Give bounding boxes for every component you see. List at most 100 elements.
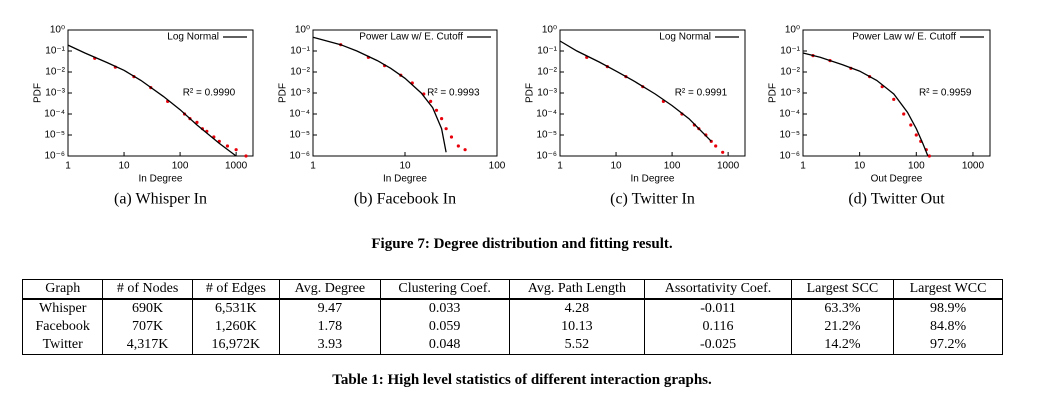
table-cell: 0.033	[379, 299, 510, 318]
data-point	[444, 127, 448, 131]
fit-line	[802, 52, 929, 157]
table-cell: 690K	[102, 299, 193, 318]
annotation: R² = 0.9959	[919, 88, 972, 99]
y-tick-label: 10⁻⁴	[289, 109, 310, 120]
column-header: Largest WCC	[893, 279, 1003, 300]
legend-label: Power Law w/ E. Cutoff	[359, 32, 463, 43]
y-tick-label: 10⁻⁴	[779, 109, 800, 120]
table-cell: 21.2%	[790, 318, 895, 336]
column-header: Largest SCC	[790, 279, 895, 300]
data-point	[225, 144, 230, 148]
x-axis-label: In Degree	[139, 174, 183, 185]
x-tick-label: 10	[118, 161, 130, 172]
table-cell: 3.93	[279, 336, 381, 355]
column-header: Avg. Degree	[279, 279, 381, 300]
data-point	[234, 148, 238, 152]
subcaption: (a) Whisper In	[114, 191, 207, 208]
data-point	[902, 112, 906, 116]
fit-line	[312, 36, 447, 153]
table-cell: 14.2%	[790, 336, 895, 355]
table-caption: Table 1: High level statistics of differ…	[332, 372, 712, 388]
data-point	[892, 97, 896, 101]
table-body: Whisper 690K 6,531K 9.47 0.033 4.28 -0.011 63.3…	[21, 299, 1003, 355]
data-point	[244, 154, 248, 158]
y-tick-label: 10⁻³	[537, 88, 557, 99]
x-tick-label: 100	[489, 161, 506, 172]
table-cell: 6,531K	[191, 299, 281, 318]
column-header: Clustering Coef.	[379, 279, 510, 300]
y-tick-label: 10⁻¹	[537, 46, 557, 57]
x-tick-label: 10	[399, 161, 411, 172]
y-tick-label: 10⁻⁵	[289, 130, 310, 141]
x-tick-label: 1	[310, 161, 316, 172]
table-cell: Twitter	[21, 336, 104, 355]
column-header: Assortativity Coef.	[644, 279, 792, 300]
table-cell: -0.025	[644, 336, 792, 355]
y-tick-label: 10⁻³	[780, 88, 800, 99]
x-tick-label: 1	[557, 161, 563, 172]
y-tick-label: 10⁰	[295, 25, 310, 36]
y-tick-label: 10⁻⁶	[779, 151, 800, 162]
data-point	[429, 99, 433, 103]
y-axis-label: PDF	[33, 83, 44, 103]
y-tick-label: 10⁰	[542, 25, 557, 36]
x-axis-label: Out Degree	[871, 174, 923, 185]
y-tick-label: 10⁻¹	[45, 46, 65, 57]
table-cell: Facebook	[21, 318, 104, 336]
table-cell: 1.78	[279, 318, 381, 336]
figure-caption: Figure 7: Degree distribution and fittin…	[371, 236, 673, 252]
subcaption: (c) Twitter In	[610, 191, 695, 208]
table-cell: 0.048	[379, 336, 510, 355]
table-cell: 5.52	[508, 336, 646, 355]
y-tick-label: 10⁻³	[45, 88, 65, 99]
y-tick-label: 10⁰	[785, 25, 800, 36]
subcaption: (d) Twitter Out	[848, 191, 945, 208]
y-axis-label: PDF	[525, 83, 536, 103]
y-tick-label: 10⁻³	[290, 88, 310, 99]
annotation: R² = 0.9990	[183, 88, 236, 99]
data-point	[914, 133, 918, 137]
legend-label: Log Normal	[167, 32, 219, 43]
table-row: Twitter 4,317K 16,972K 3.93 0.048 5.52 -0.025 1…	[21, 336, 1003, 355]
data-point	[456, 144, 460, 148]
header-row: Graph # of Nodes # of Edges Avg. Degree Clus…	[21, 279, 1003, 300]
fit-line	[67, 44, 237, 157]
x-axis-label: In Degree	[383, 174, 427, 185]
y-tick-label: 10⁻⁴	[44, 109, 65, 120]
table-cell: 16,972K	[191, 336, 281, 355]
table-cell: 4.28	[508, 299, 646, 318]
y-tick-label: 10⁻⁵	[536, 130, 557, 141]
data-point	[463, 148, 467, 152]
annotation: R² = 0.9993	[427, 88, 480, 99]
y-tick-label: 10⁻¹	[780, 46, 800, 57]
fit-line	[559, 40, 712, 142]
data-point	[449, 135, 454, 139]
data-point	[714, 144, 718, 148]
table-cell: Whisper	[21, 299, 104, 318]
table-cell: 1,260K	[191, 318, 281, 336]
data-point	[927, 154, 931, 158]
y-tick-label: 10⁻⁵	[44, 130, 65, 141]
subcaption: (b) Facebook In	[354, 191, 456, 208]
table-cell: 0.116	[644, 318, 792, 336]
data-point	[195, 120, 199, 124]
table-cell: 10.13	[508, 318, 646, 336]
annotation: R² = 0.9991	[675, 88, 728, 99]
column-header: # of Nodes	[102, 279, 193, 300]
x-tick-label: 100	[664, 161, 681, 172]
table-cell: 84.8%	[893, 318, 1003, 336]
y-tick-label: 10⁻¹	[290, 46, 310, 57]
x-tick-label: 10	[610, 161, 622, 172]
x-tick-label: 1	[800, 161, 806, 172]
data-point	[440, 117, 444, 121]
table-cell: 63.3%	[790, 299, 895, 318]
y-tick-label: 10⁻²	[45, 67, 65, 78]
y-tick-label: 10⁻⁵	[779, 130, 800, 141]
table-cell: 97.2%	[893, 336, 1003, 355]
table-cell: -0.011	[644, 299, 792, 318]
y-tick-label: 10⁻⁴	[536, 109, 557, 120]
column-header: Graph	[21, 279, 104, 300]
x-axis-label: In Degree	[631, 174, 675, 185]
y-tick-label: 10⁻⁶	[44, 151, 65, 162]
